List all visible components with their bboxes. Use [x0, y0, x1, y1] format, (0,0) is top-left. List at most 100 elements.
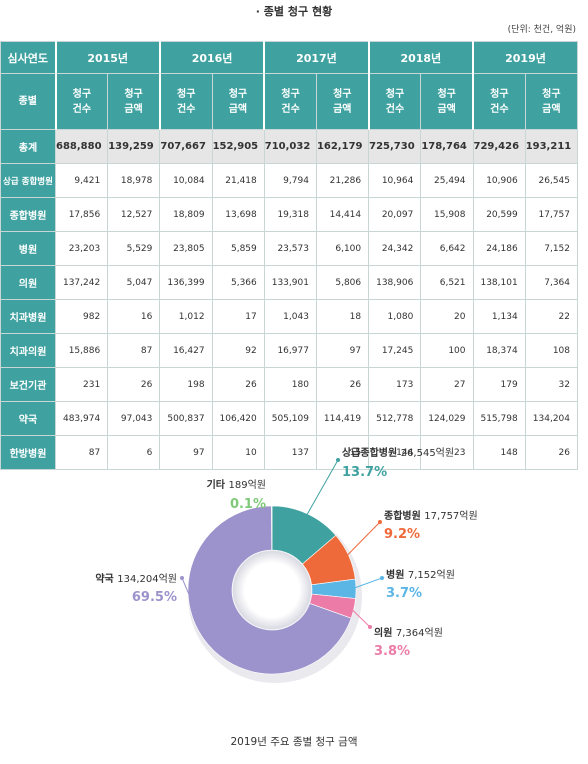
- table-row: 치과의원 15,886 87 16,427 92 16,977 97 17,245 100 18,…: [0, 333, 579, 368]
- row-label: 총계: [0, 129, 56, 164]
- cell-count: 710,032: [263, 129, 317, 164]
- claims-table: 심사연도 2015년 2016년 2017년 2018년 2019년 종별 청구…: [0, 41, 579, 470]
- table-row: 약국 483,974 97,043 500,837 106,420 505,109 114,…: [0, 401, 579, 436]
- cell-count: 16,977: [263, 333, 317, 368]
- row-label: 치과병원: [0, 299, 56, 334]
- cell-count: 483,974: [54, 401, 109, 436]
- sub-header-line: 건수: [177, 103, 196, 115]
- cell-amount: 108: [524, 333, 579, 368]
- cell-count: 231: [54, 367, 109, 402]
- table-row: 보건기관 231 26 198 26 180 26 173 27 179 32: [0, 367, 579, 402]
- table-row: 상급 종합병원 9,421 18,978 10,084 21,418 9,794 21,28…: [0, 163, 579, 198]
- sub-header-line: 금액: [228, 103, 248, 115]
- cell-amount: 26,545: [524, 163, 579, 198]
- cell-count: 138,101: [472, 265, 526, 300]
- sub-header-line: 청구: [333, 88, 352, 100]
- slice-label-2: 종합병원 17,757억원: [384, 509, 478, 522]
- cell-amount: 7,364: [524, 265, 579, 300]
- row-label: 치과의원: [0, 333, 56, 368]
- sub-header-line: 건수: [490, 103, 509, 115]
- slice-name: 의원: [374, 626, 396, 639]
- page-title: · 종별 청구 현황: [255, 5, 333, 18]
- year-header: 2015년: [54, 41, 161, 74]
- slice-name: 기타: [207, 478, 229, 491]
- cell-amount: 25,494: [420, 163, 474, 198]
- cell-count: 136,399: [159, 265, 213, 300]
- row-label: 한방병원: [0, 435, 56, 470]
- slice-percent-5: 69.5%: [132, 590, 177, 605]
- cell-amount: 100: [420, 333, 474, 368]
- cell-amount: 139,259: [107, 129, 161, 164]
- sub-header-line: 청구: [542, 88, 561, 100]
- cell-amount: 12,527: [107, 197, 161, 232]
- cell-count: 707,667: [159, 129, 213, 164]
- cell-count: 18,374: [472, 333, 526, 368]
- cell-count: 9,421: [54, 163, 109, 198]
- table-row: 치과병원 982 16 1,012 17 1,043 18 1,080 20 1,134 22: [0, 299, 579, 334]
- cell-count: 18,809: [159, 197, 213, 232]
- cell-amount: 17,757: [524, 197, 579, 232]
- cell-amount: 162,179: [315, 129, 370, 164]
- slice-percent-3: 3.7%: [386, 586, 422, 601]
- cell-count: 17,856: [54, 197, 109, 232]
- cell-amount: 10: [211, 435, 265, 470]
- cell-amount: 17: [211, 299, 265, 334]
- cell-count: 20,097: [368, 197, 422, 232]
- slice-percent-4: 3.8%: [374, 644, 410, 659]
- row-label: 의원: [0, 265, 56, 300]
- slice-5: [187, 505, 352, 675]
- cell-amount: 97: [315, 333, 370, 368]
- cell-amount: 21,286: [315, 163, 370, 198]
- slice-name: 상급종합병원: [342, 446, 401, 459]
- slice-amount: 17,757억원: [424, 510, 477, 522]
- leader-dot-5: [180, 576, 184, 580]
- slice-percent-6: 0.1%: [230, 497, 266, 512]
- slice-amount: 7,364억원: [396, 627, 443, 639]
- cell-count: 133,901: [263, 265, 317, 300]
- row-label: 종합병원: [0, 197, 56, 232]
- cell-amount: 26: [315, 367, 370, 402]
- cell-count: 23,573: [263, 231, 317, 266]
- leader-line-1: [305, 459, 339, 518]
- cell-amount: 6,100: [315, 231, 370, 266]
- cell-amount: 178,764: [420, 129, 474, 164]
- row-label: 약국: [0, 401, 56, 436]
- total-row: 총계 688,880 139,259 707,667 152,905 710,032 162…: [0, 129, 579, 164]
- cell-count: 138,906: [368, 265, 422, 300]
- slice-amount: 134,204억원: [117, 573, 177, 585]
- cell-count: 148: [472, 435, 526, 470]
- sub-header-line: 금액: [333, 103, 352, 115]
- cell-count: 10,906: [472, 163, 526, 198]
- table-row: 병원 23,203 5,529 23,805 5,859 23,573 6,100 24,34…: [0, 231, 579, 266]
- cell-count: 19,318: [263, 197, 317, 232]
- donut-chart: 상급종합병원 26,545억원 13.7% 종합병원 17,757억원 9.2% 병원 …: [95, 446, 478, 683]
- cell-amount: 5,806: [315, 265, 370, 300]
- row-label: 상급 종합병원: [0, 163, 56, 198]
- corner-type: 종별: [0, 73, 56, 130]
- unit-note: (단위: 천건, 억원): [507, 25, 576, 35]
- cell-count: 1,012: [159, 299, 213, 334]
- cell-count: 24,342: [368, 231, 422, 266]
- cell-count: 1,043: [263, 299, 317, 334]
- slice-amount: 26,545억원: [401, 447, 454, 459]
- cell-amount: 16: [107, 299, 161, 334]
- sub-header-line: 청구: [437, 88, 456, 100]
- cell-count: 16,427: [159, 333, 213, 368]
- row-label: 병원: [0, 231, 56, 266]
- cell-amount: 26: [524, 435, 579, 470]
- cell-count: 173: [368, 367, 422, 402]
- cell-count: 137,242: [54, 265, 109, 300]
- leader-line-3: [351, 577, 383, 590]
- slice-percent-1: 13.7%: [342, 465, 387, 480]
- cell-count: 24,186: [472, 231, 526, 266]
- cell-amount: 15,908: [420, 197, 474, 232]
- cell-count: 1,080: [368, 299, 422, 334]
- cell-count: 23,203: [54, 231, 109, 266]
- sub-header-line: 금액: [542, 103, 561, 115]
- cell-count: 512,778: [368, 401, 422, 436]
- row-label: 보건기관: [0, 367, 56, 402]
- slice-percent-2: 9.2%: [384, 527, 420, 542]
- cell-amount: 6,642: [420, 231, 474, 266]
- cell-amount: 13,698: [211, 197, 265, 232]
